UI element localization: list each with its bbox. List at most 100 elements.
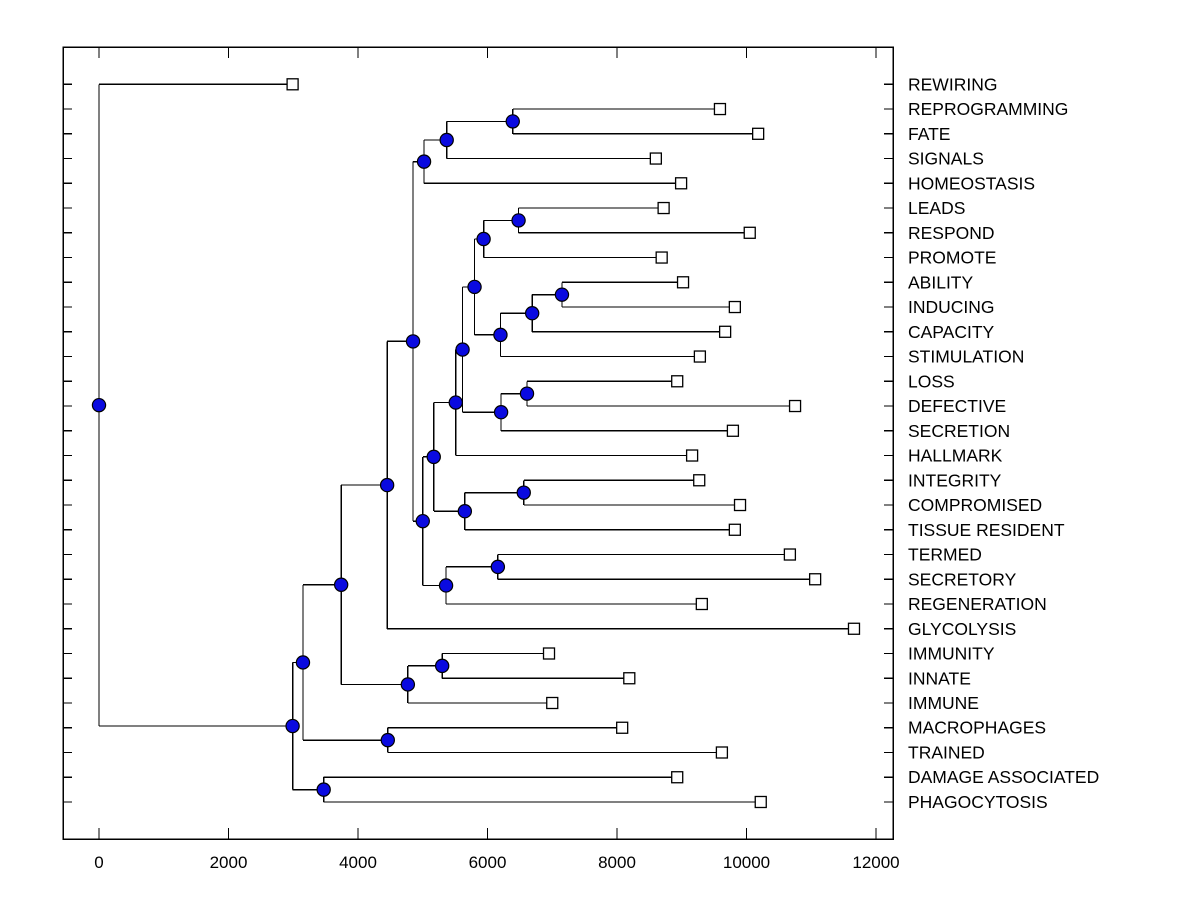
plot-border [62,46,894,840]
leaf-label: RESPOND [908,223,995,243]
internal-node-marker [379,477,395,493]
leaf-label: COMPROMISED [908,495,1042,515]
x-tick-label: 2000 [210,853,248,872]
leaf-marker [743,226,756,239]
leaf-marker [728,523,741,536]
internal-node-marker [554,287,570,302]
x-tick-label: 12000 [852,853,899,872]
leaf-marker [718,325,732,338]
leaf-marker [649,152,662,165]
internal-node-marker [467,279,482,295]
leaf-marker [623,672,636,685]
internal-node-marker [285,718,300,734]
leaf-label: PROMOTE [908,248,996,268]
leaf-marker [847,622,861,635]
leaf-label: DEFECTIVE [908,396,1006,416]
tree-markers-group [91,78,861,809]
internal-node-marker [505,114,520,129]
leaf-marker [695,597,708,611]
leaf-marker [752,127,765,140]
leaf-label: GLYCOLYSIS [908,619,1016,639]
tree-edges-group [98,83,854,803]
internal-node-marker [416,154,432,169]
leaf-label: LOSS [908,371,955,391]
internal-node-marker [415,513,430,529]
leaf-marker [685,449,699,462]
leaf-marker [671,771,684,784]
x-tick-label: 10000 [723,853,770,872]
leaf-label: INTEGRITY [908,470,1002,490]
leaf-marker [788,399,802,413]
x-tick-label: 4000 [339,853,377,872]
internal-node-marker [476,231,491,247]
leaf-marker [542,647,556,660]
internal-node-marker [405,334,421,349]
internal-node-marker [519,386,535,401]
labels-group: 0 2000 4000 6000 8000 10000 12000 REWIRING REPRO… [94,74,1099,872]
leaf-marker [616,721,629,734]
leaf-label: FATE [908,124,950,144]
leaf-marker [674,177,688,190]
leaf-label: ABILITY [908,272,973,292]
internal-node-marker [426,449,441,465]
leaf-marker [676,276,690,289]
internal-node-marker [493,327,508,343]
x-tick-label: 6000 [469,853,507,872]
leaf-label: IMMUNE [908,693,979,713]
internal-node-marker [516,485,531,500]
leaf-marker [783,548,797,561]
leaf-label: PHAGOCYTOSIS [908,792,1048,812]
leaf-marker [546,696,559,710]
internal-node-marker [400,677,416,692]
leaf-marker [733,498,747,512]
internal-node-marker [493,405,509,420]
leaf-label: STIMULATION [908,347,1024,367]
leaf-marker [728,300,741,314]
x-tick-label: 0 [94,853,103,872]
internal-node-marker [448,395,463,410]
leaf-label: IMMUNITY [908,644,995,664]
leaf-label: MACROPHAGES [908,718,1046,738]
leaf-label: SIGNALS [908,149,984,169]
leaf-label: TRAINED [908,742,985,762]
plot-border-group [62,46,894,840]
internal-node-marker [524,306,540,321]
internal-node-marker [333,577,349,592]
leaf-label: TERMED [908,545,982,565]
leaf-label: REGENERATION [908,594,1047,614]
leaf-marker [808,573,822,586]
internal-node-marker [316,782,331,797]
leaf-label: INDUCING [908,297,995,317]
leaf-marker [754,795,767,809]
internal-node-marker [295,655,311,670]
leaf-label: CAPACITY [908,322,995,342]
leaf-marker [715,746,729,759]
internal-node-marker [380,732,395,748]
internal-node-marker [511,213,526,228]
internal-node-marker [455,342,470,357]
leaf-label: SECRETION [908,421,1010,441]
internal-node-marker [490,559,506,575]
leaf-marker [693,474,706,487]
x-tick-label: 8000 [598,853,636,872]
leaf-marker [655,251,668,264]
leaf-label: HALLMARK [908,446,1003,466]
leaf-marker [693,350,707,363]
leaf-label: INNATE [908,668,971,688]
axis-ticks-group [63,47,893,839]
leaf-label: REPROGRAMMING [908,99,1068,119]
leaf-label: SECRETORY [908,569,1017,589]
leaf-label: HOMEOSTASIS [908,173,1035,193]
leaf-marker [726,424,740,437]
leaf-marker [713,102,727,116]
leaf-label: TISSUE RESIDENT [908,520,1065,540]
leaf-label: LEADS [908,198,965,218]
leaf-marker [671,375,684,388]
leaf-label: REWIRING [908,74,997,94]
leaf-marker [657,201,670,215]
internal-node-marker [439,132,454,148]
leaf-label: DAMAGE ASSOCIATED [908,767,1099,787]
internal-node-marker [91,397,107,413]
